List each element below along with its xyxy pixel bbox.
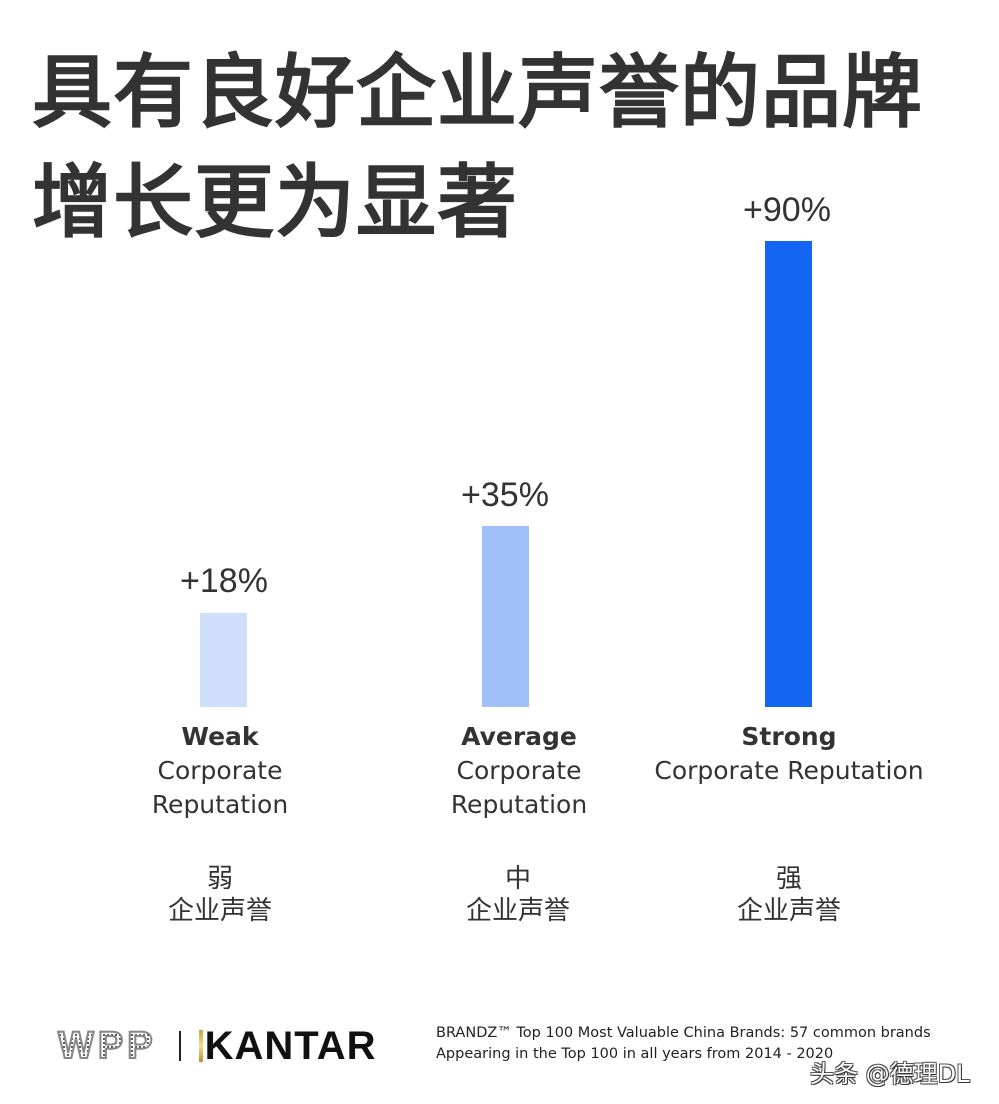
bar-weak bbox=[200, 613, 247, 707]
value-label-strong: +90% bbox=[743, 191, 831, 229]
wpp-logo: WPP bbox=[57, 1024, 157, 1068]
category-rest-text: Corporate bbox=[456, 756, 582, 785]
zh-category: 企业声誉 bbox=[167, 896, 272, 926]
footer-logos: WPP KANTAR bbox=[57, 1024, 377, 1068]
zh-level: 强 bbox=[775, 864, 802, 894]
zh-level: 中 bbox=[504, 864, 531, 894]
source-note-line-2: Appearing in the Top 100 in all years fr… bbox=[436, 1046, 834, 1062]
zh-category: 企业声誉 bbox=[465, 896, 570, 926]
chart-title: 具有良好企业声誉的品牌 增长更为显著 bbox=[32, 38, 972, 258]
bar-average bbox=[482, 526, 529, 707]
category-rest-text: Corporate bbox=[157, 756, 283, 785]
category-strong-text: Strong bbox=[741, 722, 837, 751]
category-strong-text: Average bbox=[461, 722, 577, 751]
title-line-2: 增长更为显著 bbox=[32, 156, 518, 249]
zh-label-weak: 弱 企业声誉 bbox=[100, 863, 340, 927]
category-strong-text: Weak bbox=[181, 722, 259, 751]
category-label-strong: Strong Corporate Reputation bbox=[629, 720, 949, 788]
zh-category: 企业声誉 bbox=[736, 896, 841, 926]
logo-divider bbox=[178, 1031, 181, 1061]
watermark: 头条 @德理DL bbox=[810, 1060, 970, 1088]
source-note: BRANDZ™ Top 100 Most Valuable China Bran… bbox=[436, 1023, 996, 1065]
zh-label-average: 中 企业声誉 bbox=[398, 863, 638, 927]
category-rest-text: Corporate Reputation bbox=[654, 756, 924, 785]
kantar-logo: KANTAR bbox=[204, 1024, 377, 1068]
title-line-1: 具有良好企业声誉的品牌 bbox=[32, 46, 923, 139]
source-note-line-1: BRANDZ™ Top 100 Most Valuable China Bran… bbox=[436, 1025, 931, 1041]
category-rest-text: Reputation bbox=[151, 790, 289, 819]
zh-label-strong: 强 企业声誉 bbox=[669, 863, 909, 927]
bar-strong bbox=[765, 241, 812, 707]
category-label-weak: Weak Corporate Reputation bbox=[60, 720, 380, 822]
value-label-average: +35% bbox=[461, 476, 549, 514]
zh-level: 弱 bbox=[206, 864, 233, 894]
category-label-average: Average Corporate Reputation bbox=[359, 720, 679, 822]
category-rest-text: Reputation bbox=[450, 790, 588, 819]
value-label-weak: +18% bbox=[180, 562, 268, 600]
kantar-gold-bar-icon bbox=[198, 1030, 203, 1062]
